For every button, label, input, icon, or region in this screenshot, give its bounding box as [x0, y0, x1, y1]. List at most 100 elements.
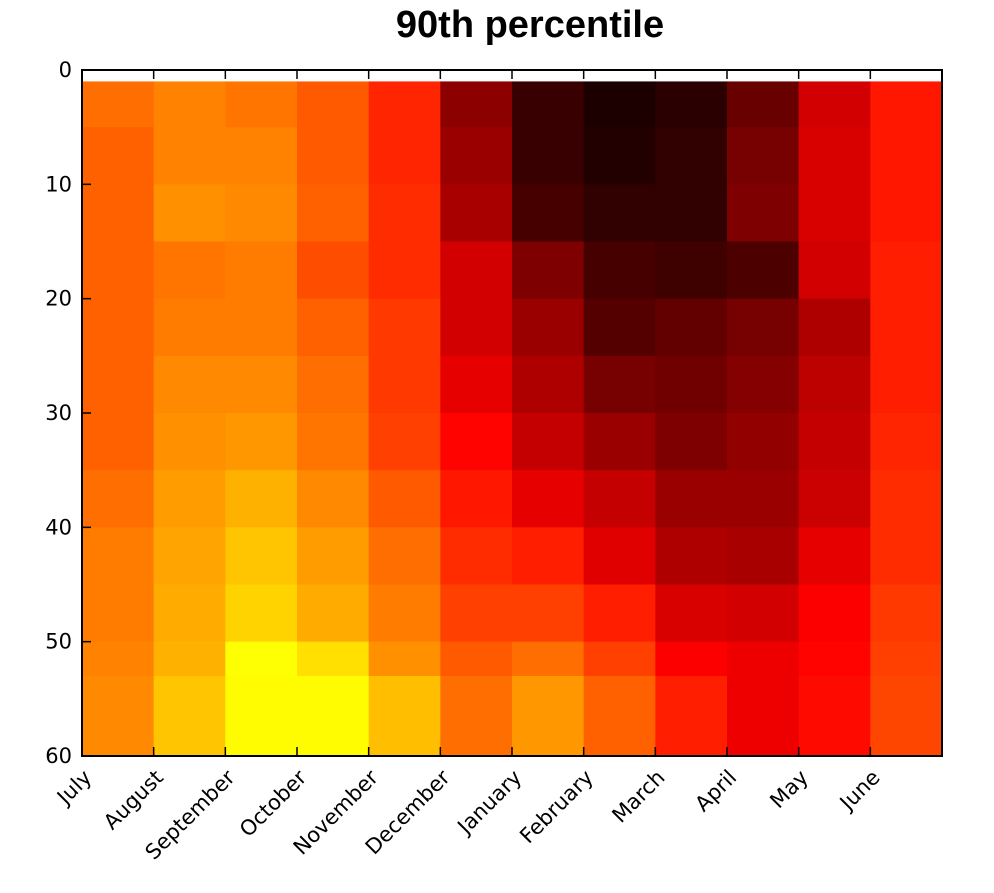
heatmap-cell	[153, 413, 226, 471]
heatmap-cell	[297, 413, 370, 471]
heatmap-cell	[583, 527, 656, 586]
heatmap-cell	[82, 675, 155, 757]
heatmap-cell	[583, 298, 656, 357]
heatmap-cell	[82, 641, 155, 677]
heatmap-cell	[297, 81, 370, 128]
heatmap-cell	[153, 584, 226, 643]
heatmap-cell	[225, 241, 298, 300]
heatmap-cell	[82, 127, 155, 185]
heatmap-cell	[225, 641, 298, 677]
heatmap-cell	[583, 127, 656, 185]
heatmap-cell	[727, 355, 800, 414]
heatmap-cell	[82, 355, 155, 414]
heatmap-cell	[153, 641, 226, 677]
heatmap-cell	[655, 355, 728, 414]
y-tick-label: 0	[59, 58, 72, 82]
heatmap-cell	[870, 641, 943, 677]
heatmap-cell	[297, 241, 370, 300]
heatmap-cell	[870, 527, 943, 586]
heatmap-cells	[82, 81, 943, 757]
heatmap-cell	[583, 675, 656, 757]
heatmap-cell	[225, 81, 298, 128]
heatmap-cell	[583, 241, 656, 300]
heatmap-cell	[583, 413, 656, 471]
heatmap-cell	[727, 127, 800, 185]
x-tick-label: May	[765, 765, 813, 813]
y-tick-label: 10	[45, 172, 72, 196]
heatmap-cell	[368, 241, 441, 300]
heatmap-cell	[870, 298, 943, 357]
heatmap-cell	[82, 527, 155, 586]
x-tick-label: August	[99, 765, 168, 834]
heatmap-cell	[368, 527, 441, 586]
y-tick-label: 30	[45, 401, 72, 425]
heatmap-cell	[870, 241, 943, 300]
heatmap-cell	[655, 675, 728, 757]
heatmap-cell	[368, 675, 441, 757]
heatmap-cell	[870, 470, 943, 528]
x-tick-label: April	[690, 765, 741, 816]
heatmap-cell	[798, 127, 871, 185]
heatmap-cell	[655, 184, 728, 243]
y-tick-label: 50	[45, 630, 72, 654]
heatmap-cell	[727, 298, 800, 357]
heatmap-cell	[655, 527, 728, 586]
heatmap-cell	[798, 81, 871, 128]
heatmap-cell	[153, 298, 226, 357]
heatmap-cell	[368, 355, 441, 414]
heatmap-cell	[583, 81, 656, 128]
heatmap-cell	[153, 184, 226, 243]
heatmap-cell	[440, 413, 513, 471]
heatmap-cell	[368, 81, 441, 128]
heatmap-cell	[225, 355, 298, 414]
heatmap-cell	[512, 298, 585, 357]
heatmap-cell	[225, 527, 298, 586]
heatmap-cell	[368, 127, 441, 185]
heatmap-cell	[583, 584, 656, 643]
heatmap-cell	[798, 355, 871, 414]
heatmap-cell	[727, 470, 800, 528]
heatmap-cell	[297, 470, 370, 528]
heatmap-cell	[153, 355, 226, 414]
heatmap-cell	[727, 184, 800, 243]
heatmap-cell	[798, 241, 871, 300]
heatmap-cell	[798, 470, 871, 528]
heatmap-cell	[82, 470, 155, 528]
heatmap-cell	[368, 413, 441, 471]
heatmap-cell	[82, 413, 155, 471]
heatmap-cell	[225, 584, 298, 643]
y-tick-label: 60	[45, 744, 72, 768]
heatmap-cell	[727, 527, 800, 586]
heatmap-cell	[512, 81, 585, 128]
heatmap-cell	[82, 81, 155, 128]
heatmap-cell	[655, 584, 728, 643]
heatmap-cell	[297, 127, 370, 185]
heatmap-cell	[798, 413, 871, 471]
heatmap-cell	[440, 675, 513, 757]
heatmap-cell	[727, 241, 800, 300]
heatmap-cell	[655, 81, 728, 128]
heatmap-cell	[440, 641, 513, 677]
heatmap-cell	[655, 298, 728, 357]
heatmap-cell	[870, 675, 943, 757]
heatmap-cell	[153, 527, 226, 586]
heatmap-cell	[655, 241, 728, 300]
heatmap-cell	[583, 355, 656, 414]
heatmap-cell	[440, 81, 513, 128]
heatmap-cell	[798, 675, 871, 757]
heatmap-cell	[297, 298, 370, 357]
heatmap-cell	[655, 470, 728, 528]
heatmap-cell	[440, 184, 513, 243]
heatmap-cell	[440, 241, 513, 300]
heatmap-cell	[512, 470, 585, 528]
heatmap-cell	[225, 127, 298, 185]
heatmap-cell	[153, 81, 226, 128]
heatmap-cell	[512, 184, 585, 243]
heatmap-cell	[727, 641, 800, 677]
x-tick-label: February	[515, 765, 598, 848]
heatmap-cell	[512, 241, 585, 300]
heatmap-cell	[440, 355, 513, 414]
heatmap-cell	[512, 355, 585, 414]
heatmap-cell	[225, 675, 298, 757]
